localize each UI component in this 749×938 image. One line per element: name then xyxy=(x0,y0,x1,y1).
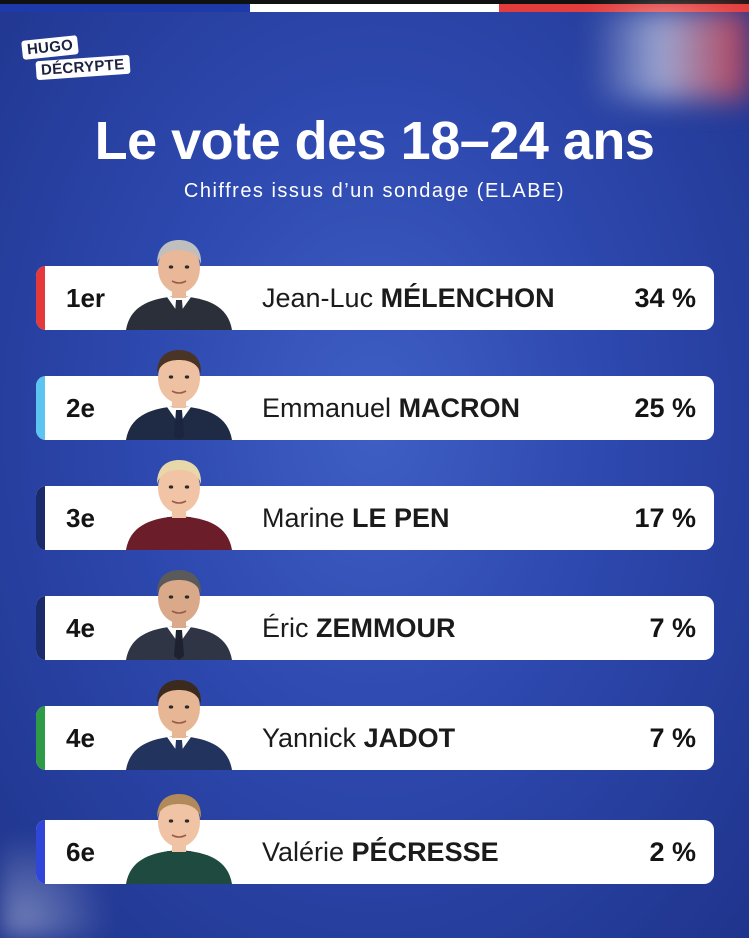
portrait-jadot-icon xyxy=(120,674,238,770)
portrait-pecresse-icon xyxy=(120,788,238,884)
candidate-last-name: JADOT xyxy=(363,723,456,753)
candidate-rank: 2e xyxy=(66,393,95,423)
top-edge-line xyxy=(0,0,749,4)
party-color-bar xyxy=(36,266,45,330)
brand-logo: HUGO DÉCRYPTE xyxy=(21,35,131,81)
page-subtitle: Chiffres issus d’un sondage (ELABE) xyxy=(183,180,566,202)
candidate-name: Jean-Luc MÉLENCHON xyxy=(262,266,555,330)
candidate-percent: 7 % xyxy=(649,723,696,753)
candidate-name: Emmanuel MACRON xyxy=(262,376,520,440)
candidate-rank: 6e xyxy=(66,837,95,867)
candidate-percent: 25 % xyxy=(634,393,696,423)
candidate-first-name: Éric xyxy=(262,613,316,643)
candidate-rank: 4e xyxy=(66,723,95,753)
tricolor-bar xyxy=(0,0,749,12)
candidate-row: 1er Jean-Luc MÉLENCHON 34 % xyxy=(36,266,714,330)
portrait-melenchon-icon xyxy=(120,234,238,330)
candidate-name: Yannick JADOT xyxy=(262,706,455,770)
candidate-first-name: Valérie xyxy=(262,837,352,867)
candidate-first-name: Yannick xyxy=(262,723,364,753)
candidate-percent: 7 % xyxy=(649,613,696,643)
party-color-bar xyxy=(36,486,45,550)
candidate-first-name: Emmanuel xyxy=(262,393,399,423)
candidate-name: Éric ZEMMOUR xyxy=(262,596,455,660)
portrait-zemmour-icon xyxy=(120,564,238,660)
candidate-name: Valérie PÉCRESSE xyxy=(262,820,499,884)
page-title: Le vote des 18–24 ans xyxy=(94,111,655,171)
candidate-last-name: PÉCRESSE xyxy=(351,837,499,867)
party-color-bar xyxy=(36,820,45,884)
candidate-percent: 17 % xyxy=(634,503,696,533)
candidate-rank: 4e xyxy=(66,613,95,643)
candidate-last-name: MÉLENCHON xyxy=(380,283,555,313)
candidate-first-name: Jean-Luc xyxy=(262,283,381,313)
candidate-rank: 3e xyxy=(66,503,95,533)
party-color-bar xyxy=(36,596,45,660)
party-color-bar xyxy=(36,706,45,770)
candidate-percent: 34 % xyxy=(634,283,696,313)
candidate-percent: 2 % xyxy=(649,837,696,867)
candidate-name: Marine LE PEN xyxy=(262,486,450,550)
brand-logo-line1: HUGO xyxy=(21,35,80,60)
party-color-bar xyxy=(36,376,45,440)
portrait-lepen-icon xyxy=(120,454,238,550)
candidate-rank: 1er xyxy=(66,283,106,313)
portrait-macron-icon xyxy=(120,344,238,440)
candidate-first-name: Marine xyxy=(262,503,353,533)
blurred-flag-decoration xyxy=(589,10,749,100)
candidate-last-name: ZEMMOUR xyxy=(316,613,456,643)
brand-logo-line2: DÉCRYPTE xyxy=(35,54,131,81)
candidate-last-name: LE PEN xyxy=(352,503,450,533)
candidate-last-name: MACRON xyxy=(398,393,521,423)
